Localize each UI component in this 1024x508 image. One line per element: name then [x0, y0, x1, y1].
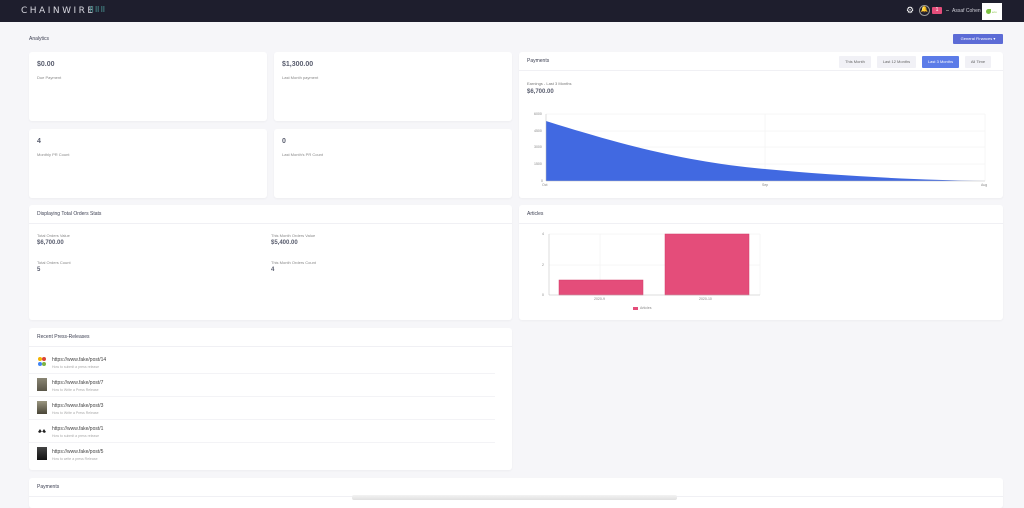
card-title: Payments [527, 58, 550, 64]
filter-this-month[interactable]: This Month [839, 56, 871, 68]
y-tick: 0 [542, 293, 544, 297]
total-orders-count: Total Orders Count 5 [37, 260, 71, 273]
general-finances-dropdown[interactable]: General Finances ▾ [953, 34, 1003, 44]
y-tick: 2 [542, 263, 544, 267]
photo-thumbnail-icon [37, 378, 47, 391]
press-release-title: How to Write a Press Release [52, 388, 99, 392]
value: $5,400.00 [271, 240, 298, 246]
legend-label[interactable]: Articles [640, 306, 652, 310]
press-release-url[interactable]: https://www.fake/post/1 [52, 426, 104, 432]
list-item[interactable]: https://www.fake/post/3 How to Write a P… [29, 397, 495, 420]
press-release-title: How to write a press Release [52, 457, 98, 461]
press-release-title: How to Write a Press Release [52, 411, 99, 415]
stat-card-last-month-pr-count: 0 Last Month's PR Count [274, 129, 512, 198]
y-tick: 1500 [534, 162, 542, 166]
gear-icon[interactable]: ⚙ [906, 5, 915, 15]
horizontal-scrollbar[interactable] [352, 495, 677, 500]
stat-value: 4 [37, 138, 41, 145]
dark-thumbnail-icon [37, 447, 47, 460]
x-tick: Sep [762, 183, 769, 187]
press-release-url[interactable]: https://www.fake/post/3 [52, 403, 104, 409]
label: This Month Orders Value [271, 233, 316, 238]
orders-stats-card: Displaying Total Orders Stats Total Orde… [29, 205, 512, 320]
y-tick: 4500 [534, 129, 542, 133]
colorful-logo-icon [38, 357, 46, 366]
y-tick: 3000 [534, 145, 542, 149]
press-release-title: How to submit a press release [52, 434, 100, 438]
y-tick: 0 [541, 179, 543, 183]
earnings-area-chart [545, 113, 986, 182]
stat-card-due-payment: $0.00 Due Payment [29, 52, 267, 121]
earnings-label: Earnings - Last 3 Months [527, 81, 572, 86]
divider [946, 10, 949, 11]
stat-value: 0 [282, 138, 286, 145]
filter-last-3-months[interactable]: Last 3 Months [922, 56, 959, 68]
photo-thumbnail-icon [37, 401, 47, 414]
top-navbar: CHAINWIRE ⠿⠿⠿ ⚙ 🔔 1 Assaf Cohen eco [0, 0, 1024, 22]
x-tick: 2020-9 [594, 297, 605, 301]
press-release-title: How to submit a press release [52, 365, 100, 369]
this-month-orders-count: This Month Orders Count 4 [271, 260, 316, 273]
logo-mark-icon: ⠿⠿⠿ [89, 7, 106, 14]
press-releases-card: Recent Press-Releases https://www.fake/p… [29, 328, 512, 470]
y-tick: 6000 [534, 112, 542, 116]
press-release-url[interactable]: https://www.fake/post/14 [52, 357, 107, 363]
stat-card-last-month-payment: $1,300.00 Last Month payment [274, 52, 512, 121]
card-title: Displaying Total Orders Stats [37, 211, 102, 217]
stat-label: Monthly PR Count [37, 152, 70, 157]
avatar[interactable]: eco [982, 3, 1002, 20]
stat-label: Last Month payment [282, 75, 319, 80]
articles-card-header: Articles [519, 205, 1003, 224]
press-release-url[interactable]: https://www.fake/post/5 [52, 449, 104, 455]
notification-badge[interactable]: 1 [932, 7, 942, 14]
payments-table-card: Payments [29, 478, 1003, 508]
value: 5 [37, 267, 41, 273]
list-item[interactable]: https://www.fake/post/5 How to write a p… [29, 443, 495, 466]
leaf-icon [986, 9, 991, 14]
payments-card-header: Payments [519, 52, 1003, 71]
x-tick: Oct [542, 183, 548, 187]
x-tick: 2020-10 [699, 297, 712, 301]
press-release-url[interactable]: https://www.fake/post/7 [52, 380, 104, 386]
press-releases-header: Recent Press-Releases [29, 328, 512, 347]
logo[interactable]: CHAINWIRE [21, 6, 96, 16]
value: 4 [271, 267, 275, 273]
stat-label: Due Payment [37, 75, 62, 80]
card-title: Payments [37, 484, 60, 490]
page-title: Analytics [29, 36, 50, 42]
stat-card-monthly-pr-count: 4 Monthly PR Count [29, 129, 267, 198]
label: Total Orders Value [37, 233, 70, 238]
x-tick: Aug [981, 183, 988, 187]
y-tick: 4 [542, 232, 544, 236]
user-name[interactable]: Assaf Cohen [952, 8, 981, 14]
brand-logo-icon [38, 429, 46, 433]
filter-all-time[interactable]: All Time [965, 56, 991, 68]
articles-bar-chart [548, 233, 761, 310]
avatar-text: eco [992, 10, 997, 14]
stat-value: $1,300.00 [282, 61, 314, 68]
card-title: Articles [527, 211, 544, 217]
list-item[interactable]: https://www.fake/post/7 How to Write a P… [29, 374, 495, 397]
filter-last-12-months[interactable]: Last 12 Months [877, 56, 916, 68]
payments-card: Payments This Month Last 12 Months Last … [519, 52, 1003, 198]
bell-icon[interactable]: 🔔 [919, 5, 930, 16]
stat-value: $0.00 [37, 61, 55, 68]
orders-card-header: Displaying Total Orders Stats [29, 205, 512, 224]
total-orders-value: Total Orders Value $6,700.00 [37, 233, 70, 246]
label: Total Orders Count [37, 260, 71, 265]
list-item[interactable]: https://www.fake/post/1 How to submit a … [29, 420, 495, 443]
list-item[interactable]: https://www.fake/post/14 How to submit a… [29, 351, 495, 374]
card-title: Recent Press-Releases [37, 334, 90, 340]
stat-label: Last Month's PR Count [282, 152, 324, 157]
articles-card: Articles 4 2 0 2020-9 2020-10 Articles [519, 205, 1003, 320]
this-month-orders-value: This Month Orders Value $5,400.00 [271, 233, 315, 246]
label: This Month Orders Count [271, 260, 316, 265]
value: $6,700.00 [37, 240, 64, 246]
earnings-value: $6,700.00 [527, 89, 554, 95]
